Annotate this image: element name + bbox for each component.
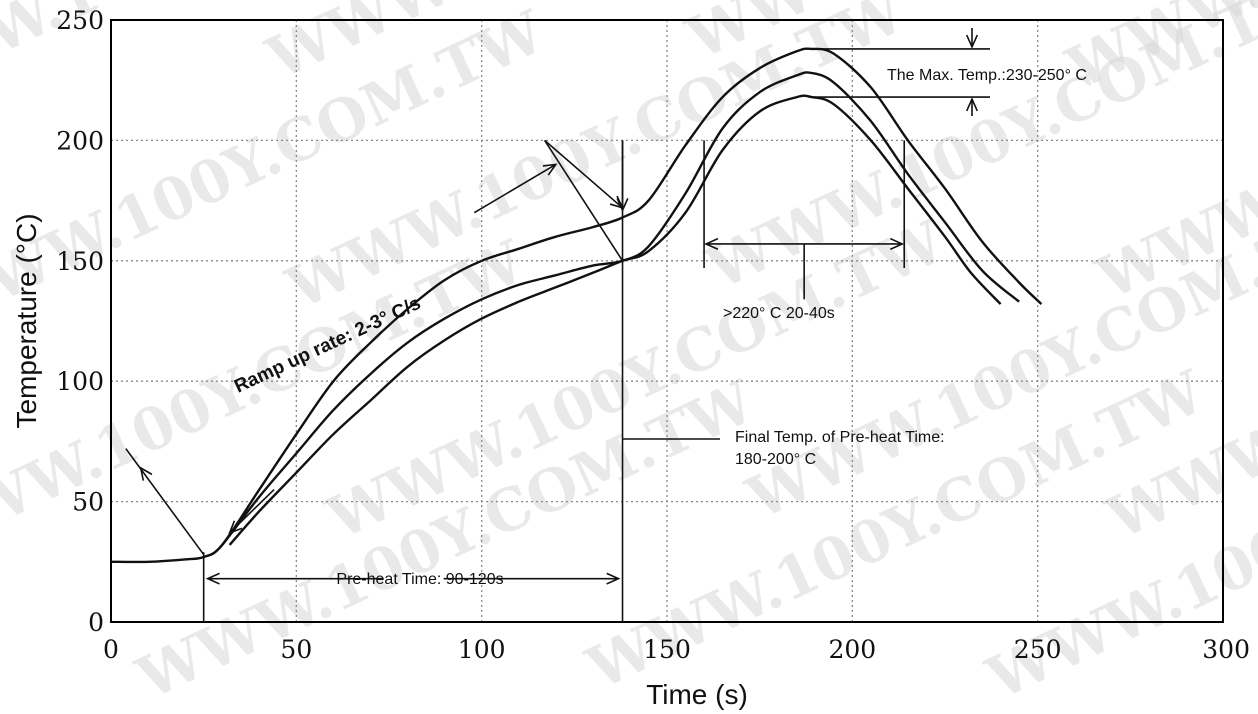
x-tick-label-3: 150: [643, 635, 691, 664]
series-line-0: [110, 47, 1043, 564]
plot-frame: [110, 19, 1224, 623]
above-220-arrow-right-head: [890, 237, 905, 250]
ramp-top-line: [544, 139, 624, 262]
y-tick-label-4: 200: [56, 126, 104, 155]
x-tick-label-5: 250: [1014, 635, 1062, 664]
y-tick-label-1: 50: [72, 488, 104, 517]
y-tick-label-2: 100: [56, 367, 104, 396]
ramp-guide-line: [125, 448, 205, 556]
ramp-top-arrow: [473, 163, 557, 214]
ramp-top-arrow-2: [544, 139, 624, 209]
final-temp-label-line1: Final Temp. of Pre-heat Time:: [735, 429, 945, 446]
preheat-label: Pre-heat Time: 90-120s: [336, 571, 503, 588]
y-tick-label-5: 250: [56, 6, 104, 35]
ramp-arrow-up-head: [139, 466, 153, 481]
y-tick-label-0: 0: [88, 608, 104, 637]
series-lines: [110, 47, 1043, 564]
above-220-arrow-left-head: [704, 237, 719, 250]
final-temp-down-arrow-head: [616, 198, 629, 213]
preheat-arrow-right-head: [606, 572, 621, 585]
series-line-2: [228, 94, 1002, 546]
x-tick-label-0: 0: [103, 635, 119, 664]
x-tick-label-2: 100: [458, 635, 506, 664]
x-axis-title: Time (s): [646, 679, 748, 710]
x-tick-labels: 0 50 100 150 200 250 300: [103, 635, 1250, 664]
y-axis-title: Temperature (°C): [11, 213, 42, 428]
final-temp-label-line2: 180-200° C: [735, 451, 816, 468]
preheat-arrow-left-head: [205, 572, 220, 585]
ramp-top-arrow-head: [542, 163, 558, 176]
x-tick-label-6: 300: [1202, 635, 1250, 664]
y-tick-label-3: 150: [56, 247, 104, 276]
y-tick-labels: 0 50 100 150 200 250: [56, 6, 104, 637]
max-temp-arrow-up-head: [965, 97, 979, 112]
x-tick-label-1: 50: [280, 635, 312, 664]
above-220-label: >220° C 20-40s: [723, 305, 835, 322]
ramp-arrow-down-head: [228, 520, 243, 535]
max-temp-arrow-down-head: [965, 34, 979, 49]
ramp-arrow-down: [229, 488, 275, 534]
annotation-marks: [125, 28, 990, 622]
x-tick-label-4: 200: [828, 635, 876, 664]
grid-lines: [111, 20, 1223, 622]
max-temp-label: The Max. Temp.:230-250° C: [887, 67, 1087, 84]
